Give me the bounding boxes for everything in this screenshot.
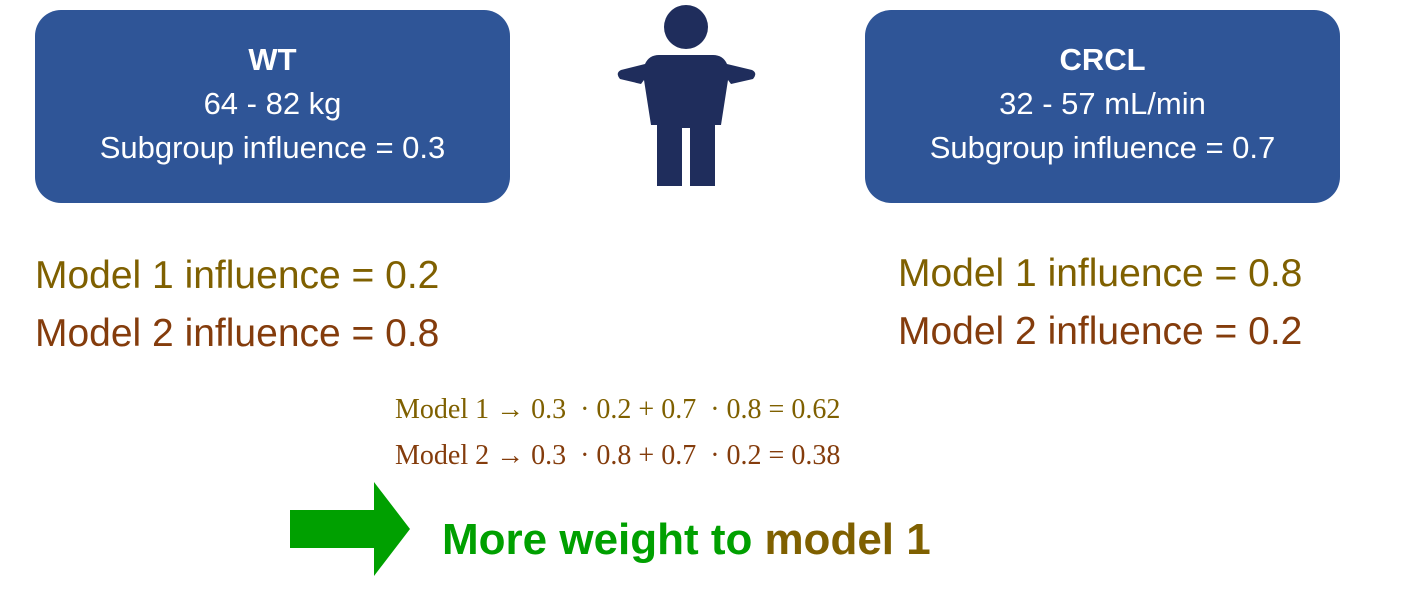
- equation: Model 2 → 0.3 · 0.8 + 0.7 · 0.2 = 0.38: [395, 440, 841, 471]
- box-influence: Subgroup influence = 0.7: [929, 130, 1276, 165]
- box-title: WT: [248, 42, 297, 77]
- model-2-influence: Model 2 influence = 0.8: [35, 312, 440, 355]
- box-title: CRCL: [1059, 42, 1146, 77]
- conclusion-text: More weight to: [442, 515, 753, 564]
- box: WT 64 - 82 kg Subgroup influence = 0.3: [35, 10, 510, 203]
- person-icon: [617, 5, 756, 186]
- box: CRCL 32 - 57 mL/min Subgroup influence =…: [865, 10, 1340, 203]
- model-influences: Model 1 influence = 0.8 Model 2 influenc…: [898, 245, 1302, 361]
- model-1-influence: Model 1 influence = 0.2: [35, 254, 440, 297]
- box-range: 64 - 82 kg: [203, 86, 342, 121]
- model-1-influence: Model 1 influence = 0.8: [898, 252, 1303, 295]
- box-influence: Subgroup influence = 0.3: [99, 130, 446, 165]
- conclusion-model: model 1: [764, 515, 931, 564]
- conclusion: More weight to model 1: [442, 515, 931, 565]
- arrow: [290, 482, 410, 576]
- model-influences: Model 1 influence = 0.2 Model 2 influenc…: [35, 247, 439, 363]
- model-2-influence: Model 2 influence = 0.2: [898, 310, 1303, 353]
- box-range: 32 - 57 mL/min: [999, 86, 1206, 121]
- equation: Model 1 → 0.3 · 0.2 + 0.7 · 0.8 = 0.62: [395, 394, 841, 425]
